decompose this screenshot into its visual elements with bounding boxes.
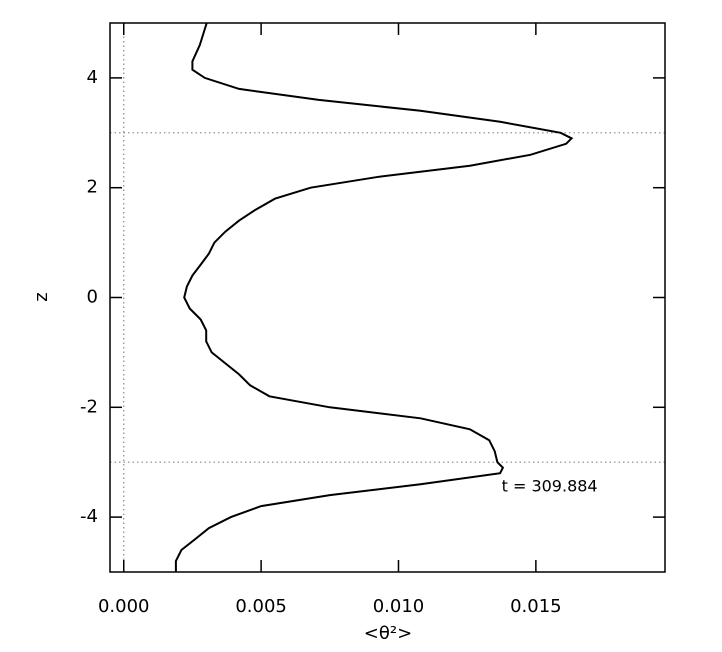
annotation: t = 309.884	[502, 476, 598, 495]
y-tick-label: 0	[87, 287, 98, 308]
x-tick-label: 0.015	[510, 596, 562, 617]
y-tick-label: 2	[87, 177, 98, 198]
y-tick-label: 4	[87, 67, 98, 88]
x-axis-label: <θ²>	[364, 623, 412, 644]
x-tick-label: 0.005	[235, 596, 287, 617]
y-tick-label: -4	[80, 506, 98, 527]
profile-line	[174, 22, 574, 572]
x-tick-label: 0.000	[98, 596, 150, 617]
y-axis-label: z	[31, 292, 52, 301]
y-tick-label: -2	[80, 396, 98, 417]
x-tick-label: 0.010	[373, 596, 425, 617]
